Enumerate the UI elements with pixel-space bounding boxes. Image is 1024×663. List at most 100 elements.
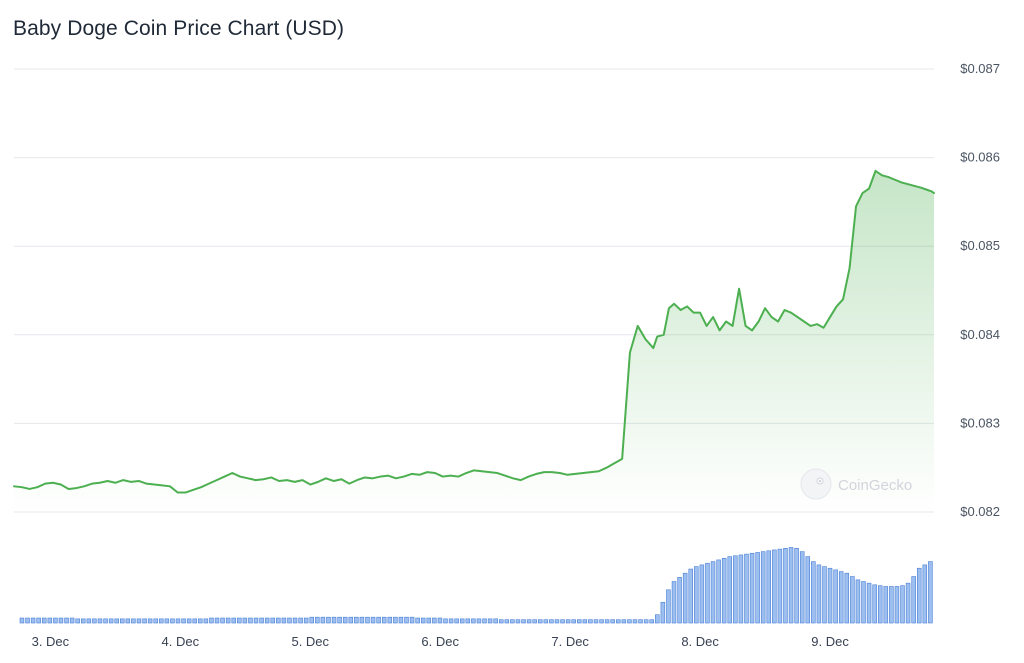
volume-bar: [727, 556, 732, 624]
volume-bar: [376, 616, 381, 624]
volume-bar: [209, 617, 214, 624]
x-tick-label: 3. Dec: [32, 634, 70, 649]
y-tick-label: $0.087: [960, 61, 1000, 76]
volume-bar: [365, 616, 370, 624]
volume-bar: [220, 617, 225, 624]
volume-bar: [894, 586, 900, 624]
volume-bar: [543, 619, 549, 624]
y-tick-label: $0.085: [960, 238, 1000, 253]
volume-bar: [270, 617, 275, 624]
volume-bar: [649, 619, 654, 624]
volume-bar: [911, 576, 916, 624]
volume-bar: [398, 616, 404, 624]
volume-bar: [487, 618, 493, 624]
volume-bar: [326, 616, 331, 624]
volume-bar: [136, 618, 142, 624]
volume-bar: [928, 561, 933, 624]
volume-bar: [30, 617, 36, 624]
volume-bar: [688, 568, 693, 624]
volume-bar: [889, 586, 894, 624]
volume-bar: [131, 618, 136, 624]
volume-bar: [231, 617, 236, 624]
volume-bar: [381, 616, 387, 624]
volume-bar: [805, 556, 811, 624]
volume-bar: [459, 618, 465, 624]
volume-bar: [794, 547, 799, 624]
volume-bar: [733, 555, 738, 624]
volume-bar: [599, 619, 604, 624]
volume-bar: [537, 619, 543, 624]
volume-bar: [666, 589, 671, 624]
volume-bar: [560, 619, 565, 624]
volume-bar: [320, 616, 326, 624]
volume-bar: [432, 617, 437, 624]
x-tick-label: 6. Dec: [421, 634, 459, 649]
volume-bar: [181, 618, 186, 624]
volume-bar: [97, 618, 103, 624]
coingecko-watermark: CoinGecko: [800, 468, 912, 500]
volume-bar: [142, 618, 147, 624]
volume-bar: [281, 617, 287, 624]
volume-bar: [420, 617, 426, 624]
volume-bar: [861, 581, 866, 624]
volume-bar: [75, 618, 80, 624]
volume-bar: [705, 562, 710, 624]
volume-bar: [571, 619, 576, 624]
volume-bar: [342, 616, 348, 624]
volume-bar: [47, 617, 53, 624]
price-series-line: [13, 169, 935, 494]
volume-bar: [120, 618, 125, 624]
volume-bar: [872, 584, 877, 624]
volume-bar: [526, 619, 532, 624]
volume-bar: [916, 567, 922, 624]
volume-bar: [354, 616, 359, 624]
volume-bar: [632, 619, 638, 624]
price-line: [13, 169, 935, 494]
volume-bar: [309, 616, 314, 624]
y-tick-label: $0.086: [960, 150, 1000, 165]
volume-bar: [588, 619, 593, 624]
volume-bar: [565, 619, 571, 624]
volume-bar: [225, 617, 231, 624]
volume-bar: [549, 619, 554, 624]
y-axis: $0.087 $0.086 $0.085 $0.084 $0.083 $0.082: [960, 61, 1000, 519]
volume-bar: [799, 551, 805, 624]
x-tick-label: 7. Dec: [551, 634, 589, 649]
x-tick-label: 5. Dec: [291, 634, 329, 649]
chart-title: Baby Doge Coin Price Chart (USD): [13, 17, 345, 40]
x-tick-label: 9. Dec: [811, 634, 849, 649]
volume-bar: [900, 585, 905, 624]
volume-bar: [437, 617, 443, 624]
volume-bar: [426, 617, 432, 624]
x-tick-label: 4. Dec: [162, 634, 200, 649]
volume-bar: [638, 619, 643, 624]
volume-bar: [454, 618, 459, 624]
volume-bar: [53, 617, 58, 624]
volume-bar: [510, 619, 515, 624]
y-tick-label: $0.083: [960, 415, 1000, 430]
volume-bar: [242, 617, 248, 624]
volume-bar: [643, 619, 649, 624]
volume-bar: [337, 616, 342, 624]
volume-bar: [448, 618, 454, 624]
volume-bar: [92, 618, 97, 624]
volume-bar: [125, 618, 131, 624]
volume-bar: [844, 572, 850, 624]
volume-bar: [471, 618, 476, 624]
volume-bar: [159, 618, 164, 624]
volume-bar: [153, 618, 158, 624]
y-tick-label: $0.084: [960, 327, 1000, 342]
volume-bar: [627, 619, 632, 624]
volume-bar: [348, 616, 354, 624]
volume-bar: [660, 601, 666, 624]
volume-bar: [504, 619, 510, 624]
volume-bar: [108, 618, 114, 624]
volume-bar: [610, 619, 615, 624]
volume-bar: [582, 619, 588, 624]
volume-bar: [811, 561, 816, 624]
volume-bar: [855, 579, 861, 624]
volume-bar: [476, 618, 482, 624]
volume-bar: [772, 549, 777, 624]
volume-bar: [192, 618, 197, 624]
volume-bar: [58, 617, 64, 624]
